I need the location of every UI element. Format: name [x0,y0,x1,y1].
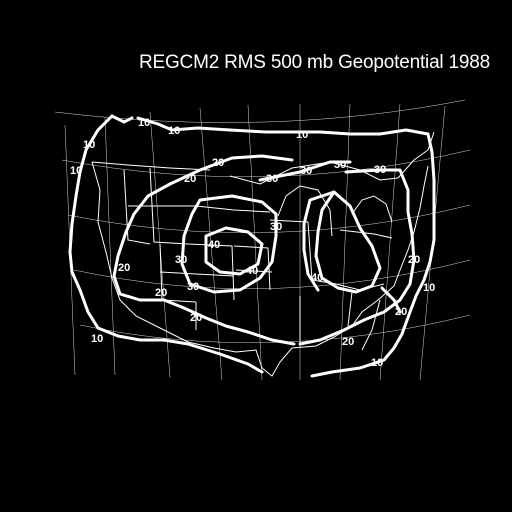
contour-label: 30 [175,254,187,266]
contour-label: 40 [208,239,220,251]
contour-label: 10 [70,165,82,177]
contour-labels: 10 10 10 10 10 10 10 10 20 20 20 20 20 2… [70,117,435,369]
contour-label: 10 [371,357,383,369]
contour-label: 20 [118,262,130,274]
contour-label: 10 [168,125,180,137]
contour-label: 30 [266,173,278,185]
contour-label: 30 [187,281,199,293]
map-title: REGCM2 RMS 500 mb Geopotential 1988 [138,52,490,73]
contour-label: 20 [342,336,354,348]
contour-label: 10 [91,333,103,345]
contour-label: 30 [270,221,282,233]
contour-label: 40 [246,265,258,277]
rms-contours [68,114,436,378]
contour-label: 30 [374,164,386,176]
contour-label: 20 [395,306,407,318]
contour-label: 30 [300,165,312,177]
contour-label: 40 [311,272,323,284]
contour-label: 10 [423,282,435,294]
contour-label: 20 [184,173,196,185]
contour-label: 20 [190,312,202,324]
contour-label: 20 [212,157,224,169]
contour-label: 30 [334,159,346,171]
contour-label: 10 [138,117,150,129]
contour-label: 20 [155,287,167,299]
contour-label: 10 [296,129,308,141]
contour-label: 10 [83,139,95,151]
contour-label: 20 [408,254,420,266]
